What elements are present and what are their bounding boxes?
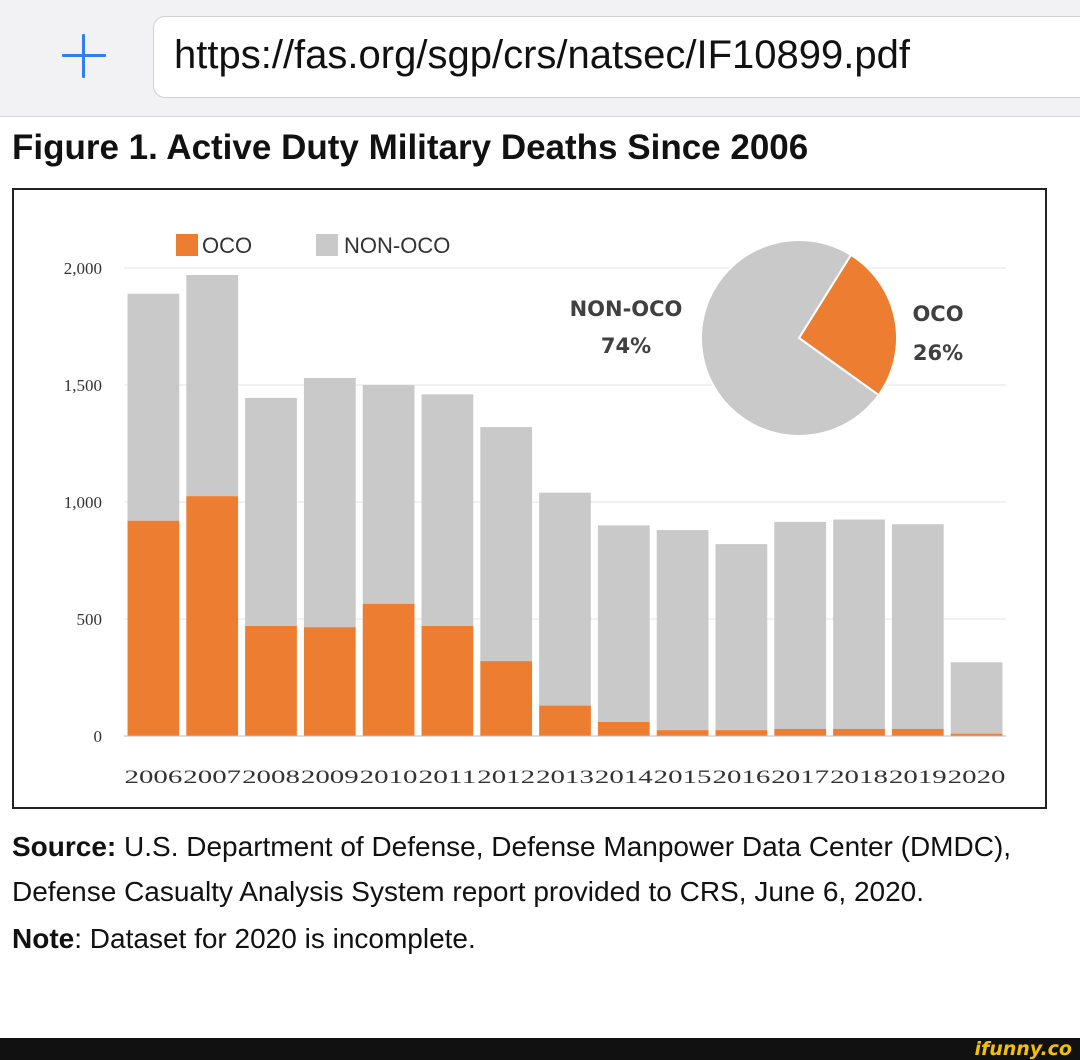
bar-oco	[833, 728, 885, 736]
bar-non-oco	[656, 530, 709, 731]
pie-slice-non-oco	[700, 239, 881, 437]
x-tick-label: 2015	[654, 767, 712, 788]
x-tick-label: 2018	[830, 767, 888, 788]
source-paragraph: Source: U.S. Department of Defense, Defe…	[12, 824, 1052, 914]
note-label: Note	[12, 923, 75, 954]
x-tick-label: 2011	[419, 767, 477, 788]
x-tick-label: 2016	[713, 767, 771, 788]
bar-non-oco	[774, 521, 827, 729]
bar-oco	[303, 627, 356, 736]
bar-oco	[245, 626, 297, 736]
bar-oco	[891, 728, 944, 736]
url-text[interactable]: https://fas.org/sgp/crs/natsec/IF10899.p…	[174, 33, 910, 77]
x-tick-label: 2007	[183, 767, 241, 788]
legend-label-oco: OCO	[202, 233, 252, 258]
x-tick-label: 2017	[771, 767, 829, 788]
bar-non-oco	[480, 427, 533, 662]
note-text: : Dataset for 2020 is incomplete.	[74, 923, 476, 954]
bar-oco	[362, 603, 415, 736]
x-tick-label: 2010	[360, 767, 418, 788]
bar-oco	[597, 721, 650, 736]
bar-oco	[421, 626, 474, 736]
pie-percent-oco: 26%	[913, 341, 963, 365]
legend-swatch-non-oco	[316, 234, 338, 256]
bar-non-oco	[597, 525, 650, 722]
chart-frame: 0 500 1,000 1,500 2,000 2006 2007 2008 2009 2010 2…	[12, 188, 1047, 809]
x-tick-label: 2008	[242, 767, 300, 788]
bar-non-oco	[891, 524, 944, 729]
bar-non-oco	[715, 544, 768, 731]
x-tick-label: 2006	[125, 767, 183, 788]
address-bar[interactable]: https://fas.org/sgp/crs/natsec/IF10899.p…	[153, 16, 1080, 98]
source-text: U.S. Department of Defense, Defense Manp…	[12, 831, 1012, 907]
source-label: Source:	[12, 831, 117, 862]
bar-non-oco	[127, 293, 180, 521]
bar-non-oco	[186, 275, 239, 497]
x-tick-label: 2014	[595, 767, 654, 788]
y-tick-label: 2,000	[64, 259, 102, 278]
y-tick-label: 500	[77, 610, 103, 629]
x-tick-label: 2020	[948, 767, 1006, 788]
plus-icon[interactable]	[58, 30, 110, 82]
pie-slice-oco	[797, 253, 898, 397]
pie-label-oco: OCO	[912, 302, 963, 326]
browser-toolbar: https://fas.org/sgp/crs/natsec/IF10899.p…	[0, 0, 1080, 117]
bar-oco	[539, 705, 591, 736]
legend-swatch-oco	[176, 234, 198, 256]
bar-oco	[480, 661, 533, 736]
bar-oco	[950, 733, 1003, 736]
bar-non-oco	[950, 662, 1003, 734]
bar-non-oco	[303, 377, 356, 628]
bar-oco	[186, 496, 239, 736]
y-tick-label: 1,500	[64, 376, 102, 395]
x-tick-label: 2009	[301, 767, 359, 788]
bar-non-oco	[539, 492, 591, 706]
note-paragraph: Note: Dataset for 2020 is incomplete.	[12, 916, 1052, 961]
bar-oco	[127, 520, 180, 736]
x-tick-label: 2012	[477, 767, 535, 788]
pie-percent-non-oco: 74%	[601, 334, 651, 358]
bar-oco	[715, 730, 768, 736]
pie-label-non-oco: NON-OCO	[570, 297, 683, 321]
watermark-logo: ifunny.co	[974, 1038, 1072, 1060]
y-tick-label: 0	[94, 727, 103, 746]
y-tick-label: 1,000	[64, 493, 102, 512]
bar-oco	[774, 728, 827, 736]
bar-non-oco	[421, 394, 474, 627]
legend-label-non-oco: NON-OCO	[344, 233, 450, 258]
figure-notes: Source: U.S. Department of Defense, Defe…	[12, 824, 1052, 961]
bar-oco	[656, 730, 709, 736]
x-tick-label: 2013	[536, 767, 594, 788]
bar-non-oco	[362, 385, 415, 604]
x-tick-label: 2019	[889, 767, 947, 788]
bar-non-oco	[245, 397, 297, 627]
footer-bar: ifunny.co	[0, 1038, 1080, 1060]
figure-title: Figure 1. Active Duty Military Deaths Si…	[12, 128, 809, 167]
bar-non-oco	[833, 519, 885, 729]
